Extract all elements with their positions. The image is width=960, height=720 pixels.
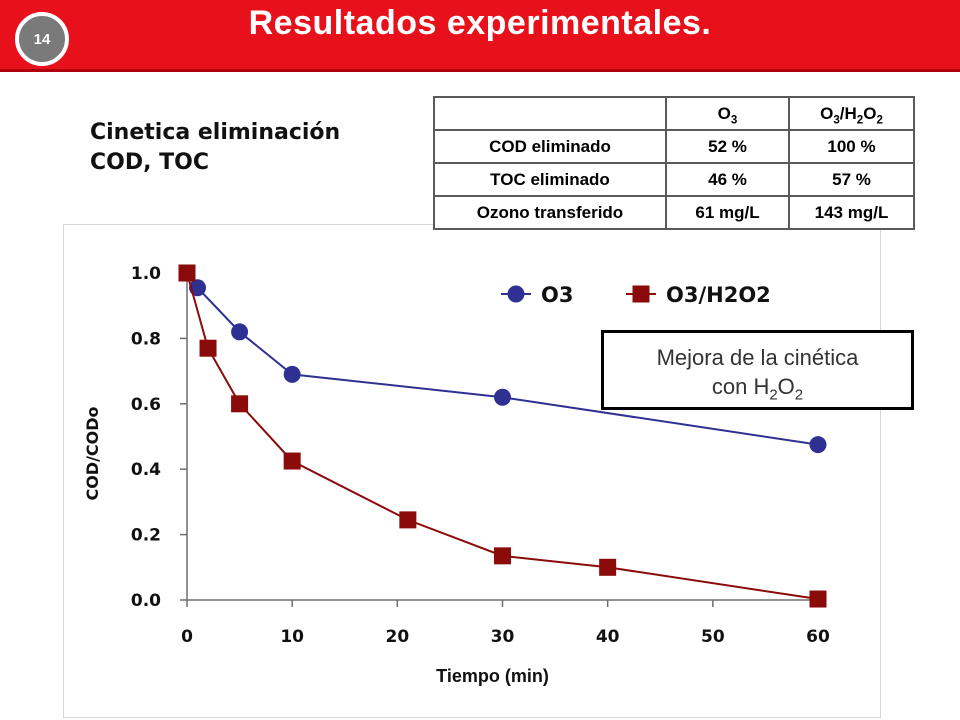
table-header-cell: O3/H2O2 [788, 96, 915, 131]
callout-prefix: con [711, 374, 754, 399]
legend-marker [632, 285, 650, 303]
plot-area: 0 10 20 30 40 50 60 0.0 0.2 0.4 0.6 0.8 1.0 Tiempo (m… [63, 224, 881, 718]
data-point-2 [809, 590, 827, 608]
table-row: COD eliminado 52 % 100 % [433, 129, 915, 164]
table-row-label: Ozono transferido [433, 195, 667, 230]
callout-line-1: Mejora de la cinética [656, 345, 859, 370]
table-cell: 52 % [665, 129, 790, 164]
x-axis-label: Tiempo (min) [436, 666, 549, 686]
legend-marker [507, 285, 525, 303]
y-tick-label: 0.2 [131, 526, 161, 546]
data-point-1 [231, 323, 249, 341]
cod-kinetics-chart: 0 10 20 30 40 50 60 0.0 0.2 0.4 0.6 0.8 1.0 Tiempo (m… [83, 264, 830, 686]
x-tick-label: 60 [806, 627, 830, 647]
x-tick-label: 10 [280, 627, 304, 647]
y-axis-label: COD/CODo [83, 406, 102, 500]
data-point-1 [494, 388, 511, 406]
data-point-2 [199, 339, 217, 357]
data-point-2 [283, 452, 301, 470]
summary-table: O3 O3/H2O2 COD eliminado 52 % 100 % TOC … [433, 96, 915, 230]
table-cell: 100 % [788, 129, 915, 164]
table-row-label: TOC eliminado [433, 162, 667, 197]
callout-formula: H2O2 [753, 374, 804, 404]
table-header-row: O3 O3/H2O2 [433, 96, 915, 131]
y-tick-label: 0.4 [131, 460, 161, 480]
table-header-cell [433, 96, 667, 131]
data-point-2 [399, 511, 417, 529]
table-cell: 61 mg/L [665, 195, 790, 230]
table-cell: 46 % [665, 162, 790, 197]
slide-title: Resultados experimentales. [248, 4, 712, 42]
data-point-1 [283, 365, 301, 383]
x-tick-label: 0 [181, 627, 193, 647]
section-subtitle: Cinetica eliminación COD, TOC [90, 118, 340, 178]
data-point-2 [231, 395, 249, 413]
table-row: TOC eliminado 46 % 57 % [433, 162, 915, 197]
kinetics-callout-box: Mejora de la cinética con H2O2 [601, 330, 914, 410]
callout-line-2: con H2O2 [604, 372, 911, 404]
y-tick-label: 0.0 [131, 591, 161, 611]
legend-label: O3/H2O2 [666, 283, 771, 307]
subtitle-line-2: COD, TOC [90, 150, 209, 175]
slide-header: 14 Resultados experimentales. [0, 0, 960, 72]
data-point-2 [494, 547, 511, 565]
table-cell: 143 mg/L [788, 195, 915, 230]
x-tick-label: 20 [385, 627, 409, 647]
table-row-label: COD eliminado [433, 129, 667, 164]
slide-number-badge: 14 [15, 12, 69, 66]
y-tick-label: 0.8 [131, 329, 161, 349]
data-point-1 [809, 436, 827, 454]
legend-label: O3 [541, 283, 573, 307]
y-tick-label: 0.6 [131, 395, 161, 415]
data-point-2 [178, 264, 196, 282]
y-tick-label: 1.0 [131, 264, 161, 284]
x-tick-label: 50 [701, 627, 725, 647]
table-header-cell: O3 [665, 96, 790, 131]
data-point-2 [599, 558, 617, 576]
table-cell: 57 % [788, 162, 915, 197]
subtitle-line-1: Cinetica eliminación [90, 120, 341, 145]
x-tick-label: 30 [491, 627, 515, 647]
table-row: Ozono transferido 61 mg/L 143 mg/L [433, 195, 915, 230]
series-line-2 [186, 272, 819, 601]
x-tick-label: 40 [596, 627, 620, 647]
